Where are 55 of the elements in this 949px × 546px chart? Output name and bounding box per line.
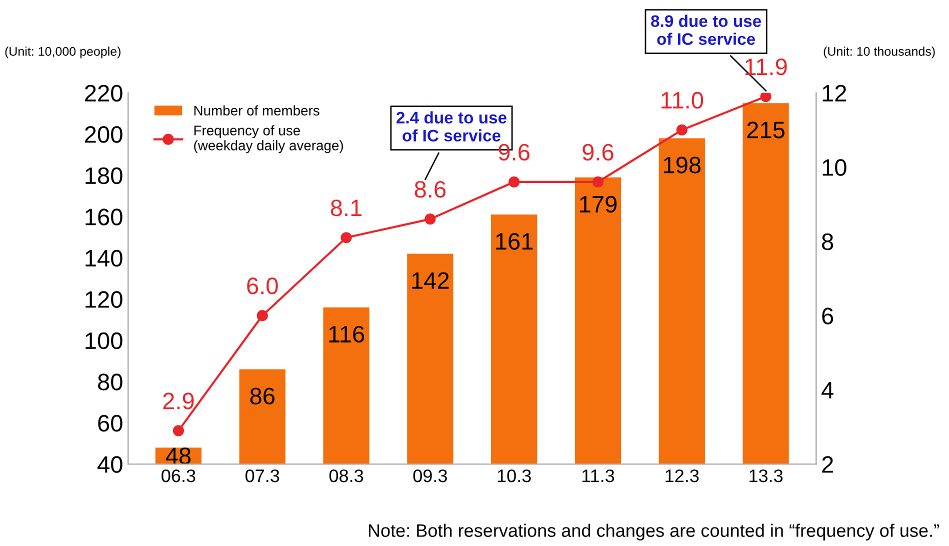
y-tick-label: 220: [85, 84, 122, 102]
data-label: 161: [496, 233, 533, 250]
data-label: 11.0: [662, 92, 704, 109]
x-tick-label: 12.3: [666, 469, 699, 482]
y2-tick-label: 4: [822, 382, 834, 398]
y-tick-label: 160: [86, 208, 122, 226]
text: 8.9 due to use of IC service: [651, 14, 762, 45]
y-axis-title: (Unit: 10,000 people): [5, 46, 120, 58]
y2-tick-label: 6: [822, 308, 834, 324]
y2-tick-label: 2: [822, 456, 833, 473]
y-tick-label: 180: [86, 167, 122, 184]
y-tick-label: 120: [86, 291, 122, 308]
point: [592, 176, 604, 188]
y-tick-label: 100: [86, 332, 122, 350]
point: [172, 425, 184, 436]
data-label: 198: [664, 156, 701, 174]
data-label: 9.6: [582, 144, 614, 161]
data-label: 8.1: [330, 200, 362, 216]
data-label: 11.9: [745, 58, 787, 76]
point: [340, 232, 352, 244]
point: [508, 176, 520, 188]
x-tick-label: 09.3: [413, 469, 447, 482]
text: Note: Both reservations and changes are counted in “frequency of use.”: [368, 524, 939, 541]
data-label: 142: [412, 272, 449, 289]
y-tick-label: 200: [85, 126, 122, 143]
y2-tick-label: 8: [822, 233, 834, 250]
legend-label: Number of members: [194, 105, 320, 116]
annotation: 2.4 due to use of IC service: [396, 111, 506, 142]
data-label: 8.6: [414, 181, 446, 198]
point: [424, 214, 436, 225]
point: [676, 124, 688, 136]
y2-tick-label: 10: [822, 159, 846, 176]
point: [256, 310, 268, 322]
x-tick-label: 13.3: [750, 469, 783, 482]
x-tick-label: 11.3: [582, 469, 614, 482]
x-tick-label: 10.3: [498, 469, 531, 482]
point: [760, 92, 772, 102]
x-tick-label: 06.3: [162, 469, 196, 482]
data-label: 179: [580, 196, 617, 213]
x-tick-label: 07.3: [246, 469, 280, 482]
data-label: 215: [747, 122, 785, 138]
data-label: 86: [250, 388, 274, 404]
y-tick-label: 60: [98, 414, 122, 432]
data-label: 48: [166, 448, 191, 464]
y-tick-label: 80: [98, 374, 122, 390]
x-tick-label: 08.3: [329, 469, 364, 482]
legend-label: Frequency of use (weekday daily average): [194, 125, 343, 154]
y2-axis-title: (Unit: 10 thousands): [824, 46, 935, 58]
y-tick-label: 140: [86, 250, 122, 267]
y2-tick-label: 12: [822, 84, 846, 102]
data-label: 2.9: [163, 392, 194, 410]
data-label: 9.6: [498, 144, 530, 161]
data-label: 116: [329, 326, 364, 343]
y-tick-label: 40: [98, 456, 122, 473]
data-label: 6.0: [247, 278, 278, 294]
